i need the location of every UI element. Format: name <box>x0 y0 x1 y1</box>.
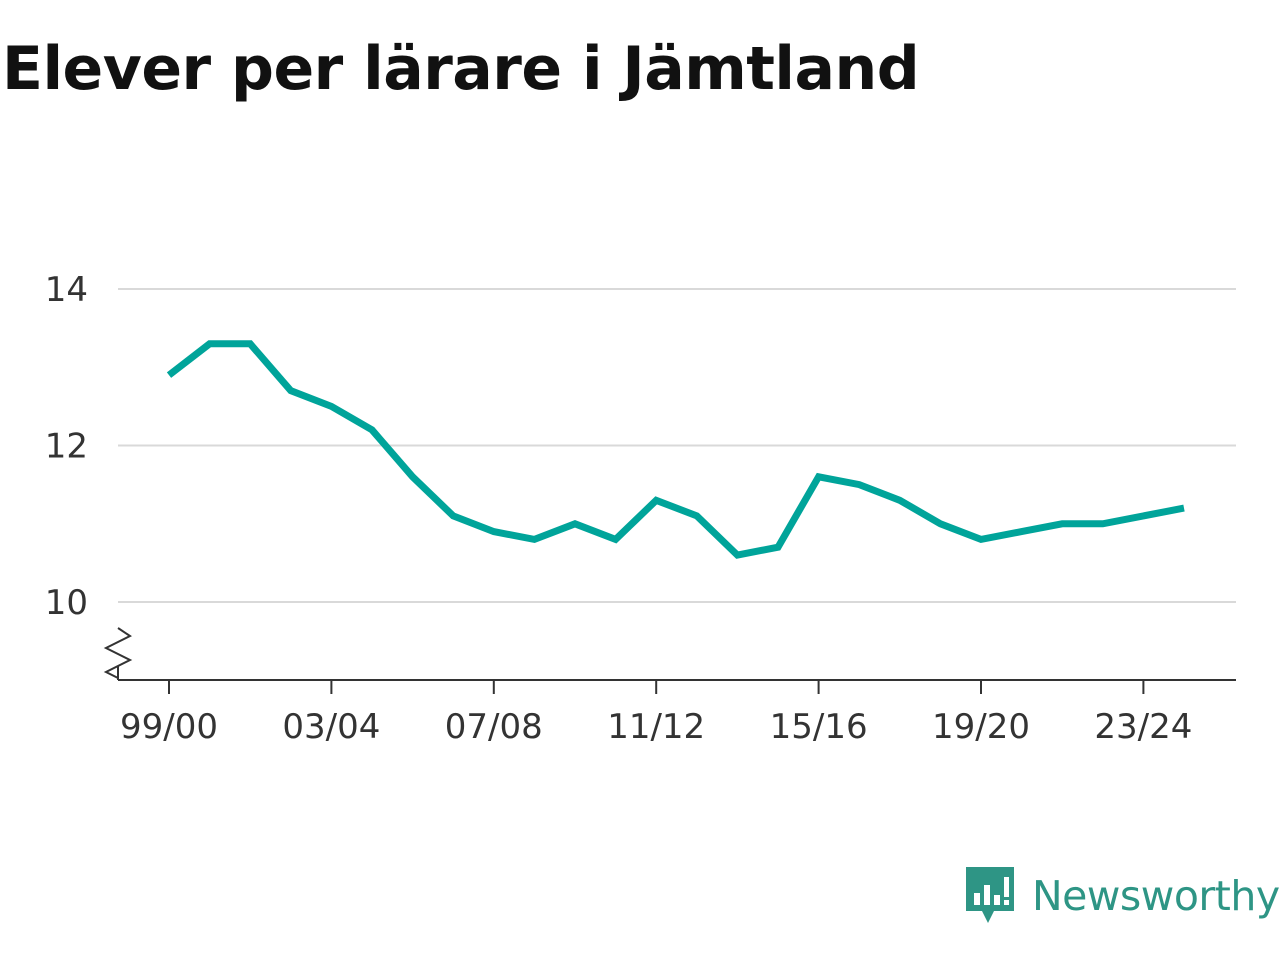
newsworthy-logo-icon <box>966 867 1014 923</box>
newsworthy-logo[interactable]: Newsworthy <box>964 864 1280 928</box>
x-tick-label-0: 99/00 <box>120 707 218 747</box>
y-tick-label-14: 14 <box>45 270 88 310</box>
y-axis-break-icon <box>103 627 133 679</box>
x-tick-label-4: 15/16 <box>770 707 868 747</box>
x-tick-label-1: 03/04 <box>282 707 380 747</box>
y-axis-labels: 10 12 14 <box>45 270 88 623</box>
x-tick-label-3: 11/12 <box>607 707 705 747</box>
x-tick-label-6: 23/24 <box>1094 707 1192 747</box>
series-group <box>166 340 1185 559</box>
gridlines <box>118 288 1236 603</box>
brand-name: Newsworthy <box>1032 872 1280 920</box>
series-line-0 <box>166 340 1185 559</box>
y-tick-label-10: 10 <box>45 583 88 623</box>
chart-title: Elever per lärare i Jämtland <box>2 34 920 104</box>
x-axis <box>103 627 1236 694</box>
y-tick-label-12: 12 <box>45 427 88 467</box>
x-tick-label-2: 07/08 <box>445 707 543 747</box>
x-tick-label-5: 19/20 <box>932 707 1030 747</box>
x-axis-labels: 99/00 03/04 07/08 11/12 15/16 19/20 23/24 <box>120 707 1192 747</box>
